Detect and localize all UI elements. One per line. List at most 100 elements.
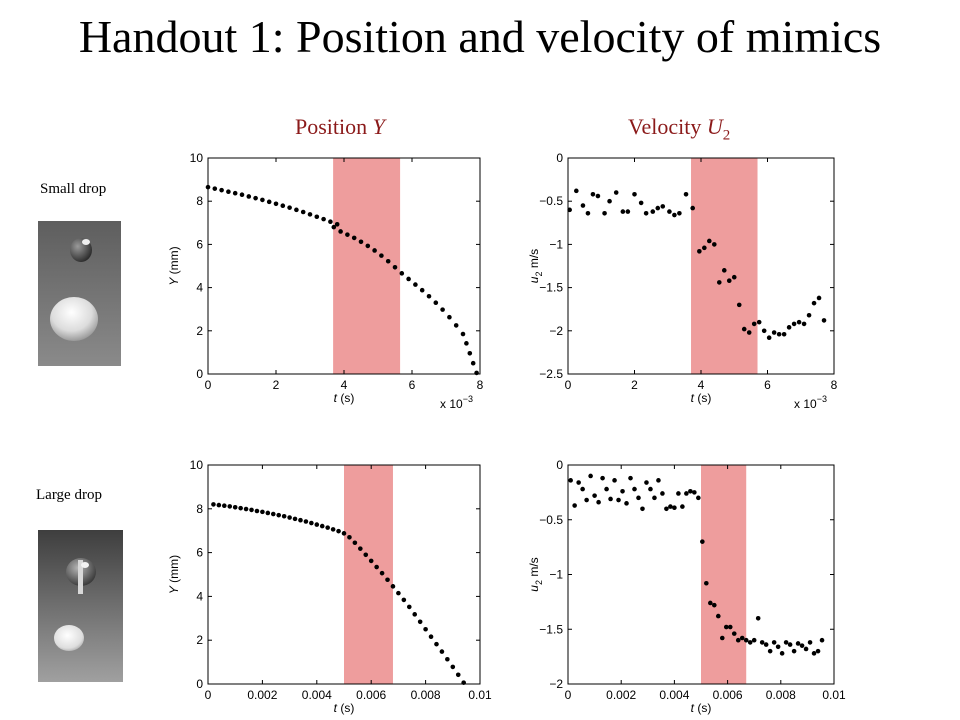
data-point (470, 360, 476, 366)
x-tick-label: 6 (409, 378, 416, 392)
data-point (668, 504, 673, 509)
y-tick-label: 8 (196, 502, 203, 516)
chart-small-drop-velocity: 0 2 4 6 8−2.5−2−1.5−1−0.50t (s)u2 m/sx 10−3 (527, 151, 838, 411)
data-point (351, 235, 357, 241)
data-point (676, 491, 681, 496)
column-header-position: Position Y (295, 114, 385, 140)
data-point (372, 248, 377, 253)
column-header-velocity-variable: U (706, 114, 723, 139)
data-point (815, 648, 821, 654)
row-label-large-drop: Large drop (36, 487, 102, 503)
column-header-velocity-subscript: 2 (722, 127, 731, 144)
data-point (287, 515, 292, 520)
shaded-region (344, 465, 393, 684)
data-point (763, 642, 769, 647)
data-point (739, 635, 745, 641)
data-point (412, 612, 418, 617)
data-point (696, 495, 701, 501)
data-point (776, 331, 782, 337)
x-axis-multiplier-exponent: −3 (817, 394, 827, 404)
data-point (791, 321, 797, 327)
y-tick-label: −1 (549, 237, 563, 251)
data-point (667, 209, 672, 214)
data-point (799, 643, 805, 648)
data-point (352, 540, 358, 546)
y-tick-label: 4 (196, 281, 203, 295)
y-tick-label: −0.5 (539, 194, 563, 208)
data-point (298, 517, 303, 523)
y-axis-label-subscript: 2 (534, 580, 544, 585)
data-point (644, 480, 649, 485)
x-tick-label: 4 (698, 378, 705, 392)
data-point (697, 249, 702, 254)
y-tick-label: 0 (196, 677, 203, 691)
row-label-small-drop: Small drop (40, 181, 107, 197)
data-point (461, 680, 466, 685)
data-point (795, 641, 801, 646)
data-point (309, 520, 314, 526)
data-point (632, 486, 637, 492)
data-point (590, 191, 596, 197)
data-point (232, 190, 238, 196)
data-point (574, 188, 579, 194)
data-point (580, 203, 586, 208)
data-point (767, 648, 773, 654)
x-axis-label: t (s) (334, 701, 355, 715)
data-point (746, 330, 752, 335)
data-point (727, 624, 733, 630)
data-point (628, 475, 633, 481)
data-point (428, 634, 434, 639)
data-point (613, 190, 619, 195)
data-point (331, 224, 337, 230)
x-tick-label: 0.006 (713, 688, 743, 702)
data-point (700, 539, 705, 544)
data-point (735, 637, 741, 643)
data-point (303, 519, 309, 524)
x-tick-label: 0.004 (302, 688, 332, 702)
x-axis-multiplier-base: x 10 (440, 397, 463, 411)
data-point (731, 631, 737, 636)
data-point (358, 239, 364, 245)
chart-large-drop-velocity: 0 0.002 0.004 0.006 0.008 0.01 −2 −1.5 −1 −0.5 0 t … (527, 458, 846, 715)
data-point (747, 640, 753, 645)
data-point (445, 656, 450, 662)
data-point (708, 600, 713, 606)
y-tick-label: 8 (196, 194, 203, 208)
y-tick-label: −2.5 (539, 367, 563, 381)
data-point (363, 552, 369, 558)
data-point (719, 635, 725, 641)
data-point (246, 194, 252, 199)
data-point (781, 331, 787, 337)
x-tick-label: 4 (341, 378, 348, 392)
y-tick-label: 10 (190, 458, 204, 472)
data-point (803, 646, 809, 652)
shaded-region (701, 465, 747, 684)
data-point (759, 640, 765, 645)
data-point (652, 495, 657, 501)
data-point (636, 495, 641, 501)
data-point (211, 502, 216, 507)
axes-frame (207, 464, 481, 685)
data-point (811, 300, 817, 306)
x-tick-label: 0 (565, 378, 572, 392)
x-tick-label: 0 (205, 378, 212, 392)
x-tick-label: 6 (764, 378, 771, 392)
data-point (447, 314, 452, 320)
data-point (643, 210, 649, 216)
data-point (253, 195, 258, 201)
data-point (336, 528, 341, 534)
data-point (811, 651, 817, 656)
data-point (584, 497, 589, 503)
data-point (243, 506, 249, 512)
data-point (270, 511, 276, 517)
data-point (821, 318, 827, 323)
data-point (664, 506, 669, 512)
data-point (440, 307, 445, 312)
data-point (300, 209, 306, 215)
data-point (401, 597, 407, 603)
data-point (585, 210, 591, 216)
data-point (567, 207, 572, 213)
y-axis-label-variable: Y (167, 585, 181, 594)
data-point (650, 209, 656, 214)
data-point (474, 370, 479, 376)
